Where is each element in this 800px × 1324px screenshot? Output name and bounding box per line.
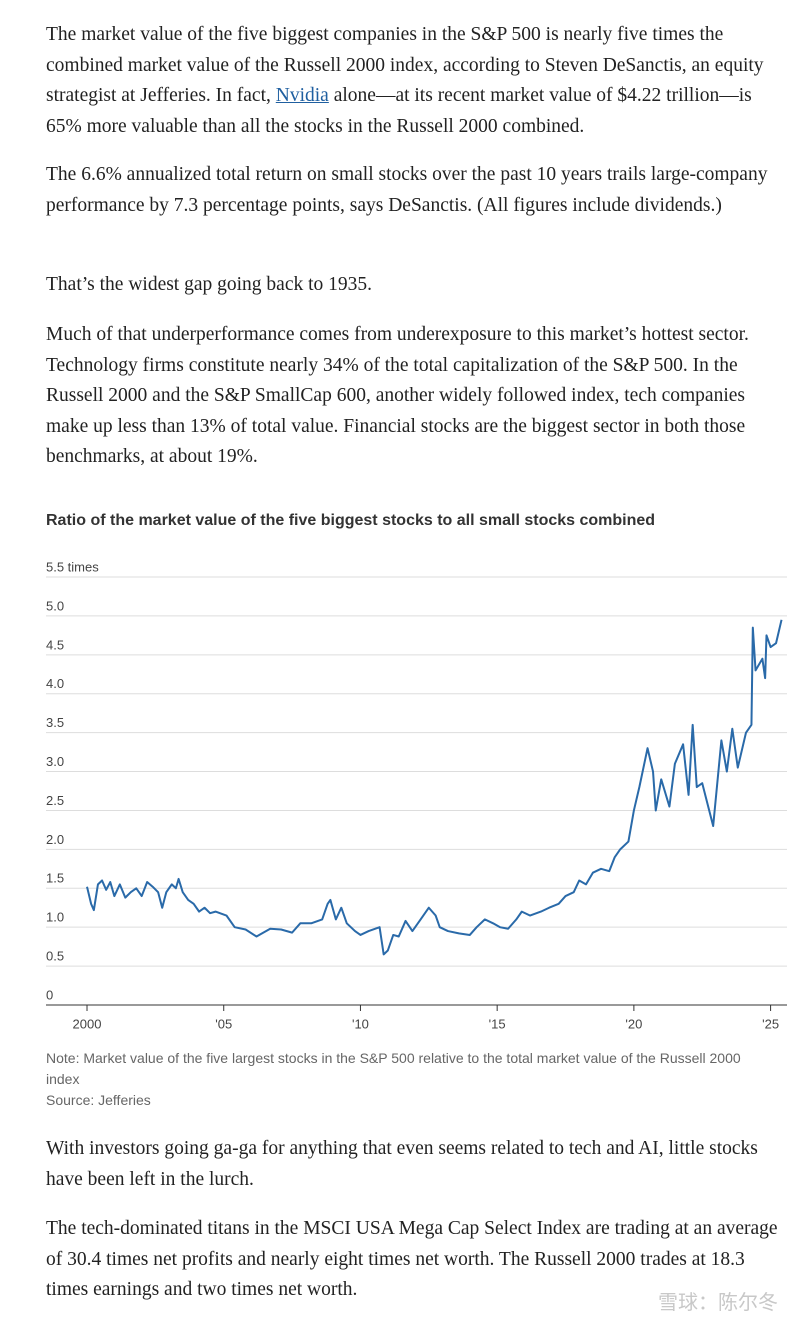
- y-tick-label: 2.5: [46, 793, 64, 808]
- watermark: 雪球：陈尔冬: [658, 1292, 778, 1314]
- x-tick-label: '05: [215, 1016, 232, 1031]
- y-tick-label: 3.5: [46, 715, 64, 730]
- chart-source: Source: Jefferies: [46, 1092, 151, 1108]
- text: The market value of the five biggest com…: [46, 24, 764, 106]
- paragraph: The tech-dominated titans in the MSCI US…: [46, 1218, 778, 1300]
- x-tick-label: '25: [762, 1016, 779, 1031]
- y-tick-label: 1.0: [46, 910, 64, 925]
- paragraph: Much of that underperformance comes from…: [46, 324, 749, 467]
- x-tick-label: '20: [625, 1016, 642, 1031]
- paragraph: The 6.6% annualized total return on smal…: [46, 164, 768, 216]
- x-tick-label: '15: [489, 1016, 506, 1031]
- y-tick-label: 0: [46, 987, 53, 1002]
- x-tick-label: '10: [352, 1016, 369, 1031]
- y-tick-label: 0.5: [46, 949, 64, 964]
- link[interactable]: Nvidia: [275, 85, 329, 106]
- y-tick-label: 5.5 times: [46, 559, 99, 574]
- y-tick-label: 4.5: [46, 637, 64, 652]
- chart-note: Note: Market value of the five largest s…: [46, 1050, 741, 1087]
- paragraph: With investors going ga-ga for anything …: [46, 1138, 758, 1190]
- y-tick-label: 2.0: [46, 832, 64, 847]
- line: [86, 619, 783, 956]
- x-tick-label: 2000: [73, 1016, 102, 1031]
- y-tick-label: 5.0: [46, 598, 64, 613]
- chart-title: Ratio of the market value of the five bi…: [46, 512, 656, 529]
- text: alone—at its recent market value of $4.2…: [46, 85, 752, 137]
- paragraph: The market value of the five biggest com…: [46, 20, 786, 142]
- y-tick-label: 3.0: [46, 754, 64, 769]
- y-tick-label: 4.0: [46, 676, 64, 691]
- y-tick-label: 1.5: [46, 871, 64, 886]
- paragraph: That’s the widest gap going back to 1935…: [46, 274, 373, 295]
